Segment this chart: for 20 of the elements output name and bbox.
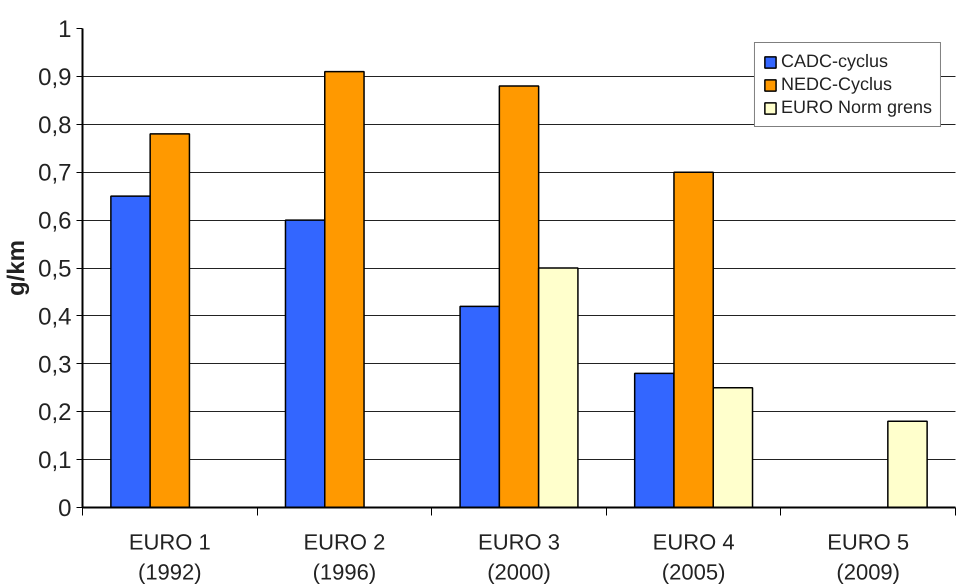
legend-label: NEDC-Cyclus: [780, 74, 892, 95]
y-tick-label: 0,4: [38, 303, 72, 330]
legend-label: EURO Norm grens: [780, 97, 932, 118]
y-tick-label: 0,5: [38, 256, 72, 282]
legend-label: CADC-cyclus: [780, 51, 888, 72]
y-tick-label: 0,1: [38, 447, 72, 474]
x-tick-label: EURO 4 (2005): [652, 530, 735, 584]
y-tick-label: 0,8: [38, 112, 72, 139]
y-tick-label: 0,7: [38, 160, 72, 187]
y-axis-title: g/km: [3, 240, 30, 296]
x-tick-label: EURO 1 (1992): [128, 530, 211, 584]
y-tick-label: 0,9: [38, 64, 72, 91]
y-tick-label: 0,2: [38, 399, 72, 426]
y-tick-label: 0: [58, 495, 72, 522]
y-tick-label: 0,6: [38, 208, 72, 235]
y-tick-label: 1: [58, 16, 72, 43]
y-tick-label: 0,3: [38, 351, 72, 378]
x-tick-label: EURO 5 (2009): [827, 530, 910, 584]
x-tick-label: EURO 2 (1996): [303, 530, 386, 584]
x-tick-label: EURO 3 (2000): [478, 530, 560, 584]
